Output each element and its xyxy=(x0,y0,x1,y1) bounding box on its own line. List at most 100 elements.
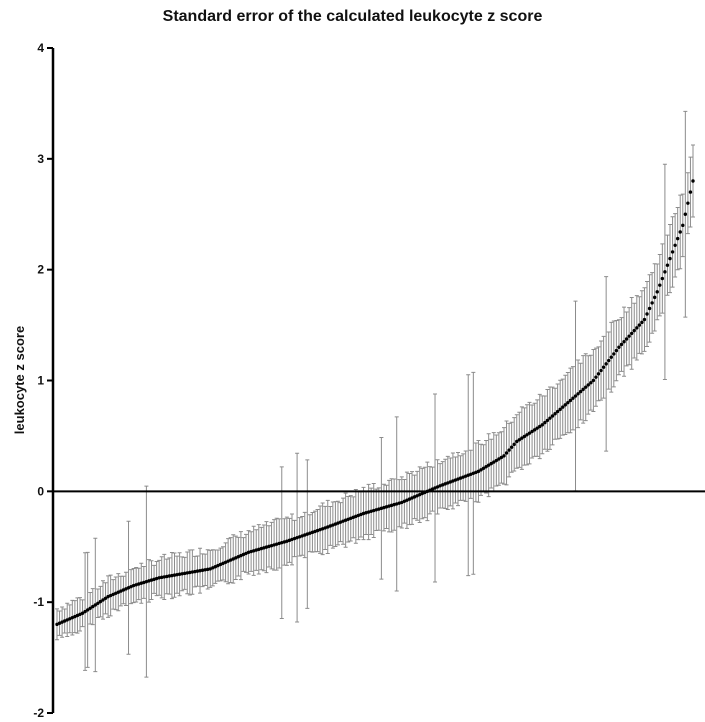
data-point xyxy=(264,545,269,549)
data-point xyxy=(267,544,271,549)
data-point xyxy=(675,236,680,241)
data-point xyxy=(154,576,159,581)
data-point xyxy=(463,474,468,478)
data-point xyxy=(647,306,652,311)
data-point xyxy=(80,611,85,615)
data-point xyxy=(98,599,103,604)
data-point xyxy=(532,428,537,432)
data-point xyxy=(70,615,75,620)
data-point xyxy=(68,617,72,621)
data-point xyxy=(382,505,386,510)
error-bars xyxy=(55,110,695,678)
data-point xyxy=(234,556,238,560)
data-point xyxy=(361,511,366,516)
data-point xyxy=(683,212,688,216)
data-point xyxy=(126,586,131,590)
data-point xyxy=(57,621,62,625)
data-point xyxy=(336,521,340,525)
data-point xyxy=(420,491,424,496)
data-point xyxy=(167,574,172,578)
data-point xyxy=(563,403,567,407)
data-point xyxy=(512,442,516,447)
data-point xyxy=(295,535,299,540)
data-point xyxy=(405,498,409,502)
data-point xyxy=(147,579,151,583)
data-point xyxy=(137,582,141,586)
data-point xyxy=(175,572,179,577)
data-point xyxy=(349,516,353,521)
data-point xyxy=(75,613,80,618)
data-point xyxy=(157,576,161,580)
data-point xyxy=(377,507,381,511)
data-point xyxy=(185,571,189,575)
data-point xyxy=(673,243,677,247)
data-point xyxy=(397,501,401,505)
data-point xyxy=(280,540,284,545)
data-point xyxy=(285,539,289,543)
data-point xyxy=(364,511,368,515)
chart-title: Standard error of the calculated leukocy… xyxy=(162,8,543,25)
data-point xyxy=(412,495,417,499)
data-point xyxy=(308,531,312,535)
data-point xyxy=(629,331,634,336)
data-point xyxy=(451,479,455,483)
data-point xyxy=(525,433,529,437)
data-point xyxy=(561,405,565,409)
data-point xyxy=(591,378,596,383)
data-point xyxy=(645,312,649,316)
data-point xyxy=(417,492,422,497)
data-point xyxy=(96,601,100,605)
data-point xyxy=(609,355,613,359)
data-point xyxy=(239,553,243,558)
data-point xyxy=(553,412,557,416)
data-point xyxy=(443,482,447,486)
data-point xyxy=(527,431,532,435)
data-point xyxy=(670,250,675,254)
data-point xyxy=(665,263,670,267)
data-point xyxy=(599,368,603,373)
y-tick-label: 4 xyxy=(37,41,44,55)
data-point xyxy=(165,574,169,579)
data-point xyxy=(612,352,616,356)
data-point xyxy=(216,563,220,568)
data-point xyxy=(62,619,67,623)
data-point xyxy=(607,358,611,363)
data-point xyxy=(142,580,146,585)
data-point xyxy=(188,570,192,575)
data-point xyxy=(410,496,414,500)
data-point xyxy=(111,592,115,597)
data-point xyxy=(624,337,629,341)
data-point xyxy=(581,387,585,392)
data-point xyxy=(246,550,251,554)
data-point xyxy=(139,581,143,585)
data-point xyxy=(594,375,598,379)
data-point xyxy=(400,500,404,505)
data-point xyxy=(226,559,230,563)
data-point xyxy=(221,561,225,566)
data-point xyxy=(474,470,478,475)
data-point xyxy=(341,519,345,523)
data-point xyxy=(269,543,274,548)
data-point xyxy=(530,429,534,434)
data-point xyxy=(78,612,82,617)
data-point xyxy=(604,362,608,366)
data-point xyxy=(114,591,118,595)
y-tick-label: 2 xyxy=(37,263,44,277)
data-point xyxy=(144,579,149,584)
data-point xyxy=(134,583,138,587)
data-point xyxy=(497,457,501,461)
data-point xyxy=(211,566,215,570)
data-point xyxy=(236,555,241,559)
data-point xyxy=(543,420,547,425)
data-point xyxy=(622,340,626,344)
data-point xyxy=(93,603,98,607)
data-point xyxy=(323,526,327,530)
data-point xyxy=(384,505,389,509)
data-point xyxy=(481,466,486,470)
data-point xyxy=(504,451,509,455)
data-point xyxy=(131,583,136,588)
data-point xyxy=(369,509,373,513)
data-point xyxy=(244,551,248,556)
data-point xyxy=(149,578,154,582)
data-point xyxy=(435,485,440,489)
